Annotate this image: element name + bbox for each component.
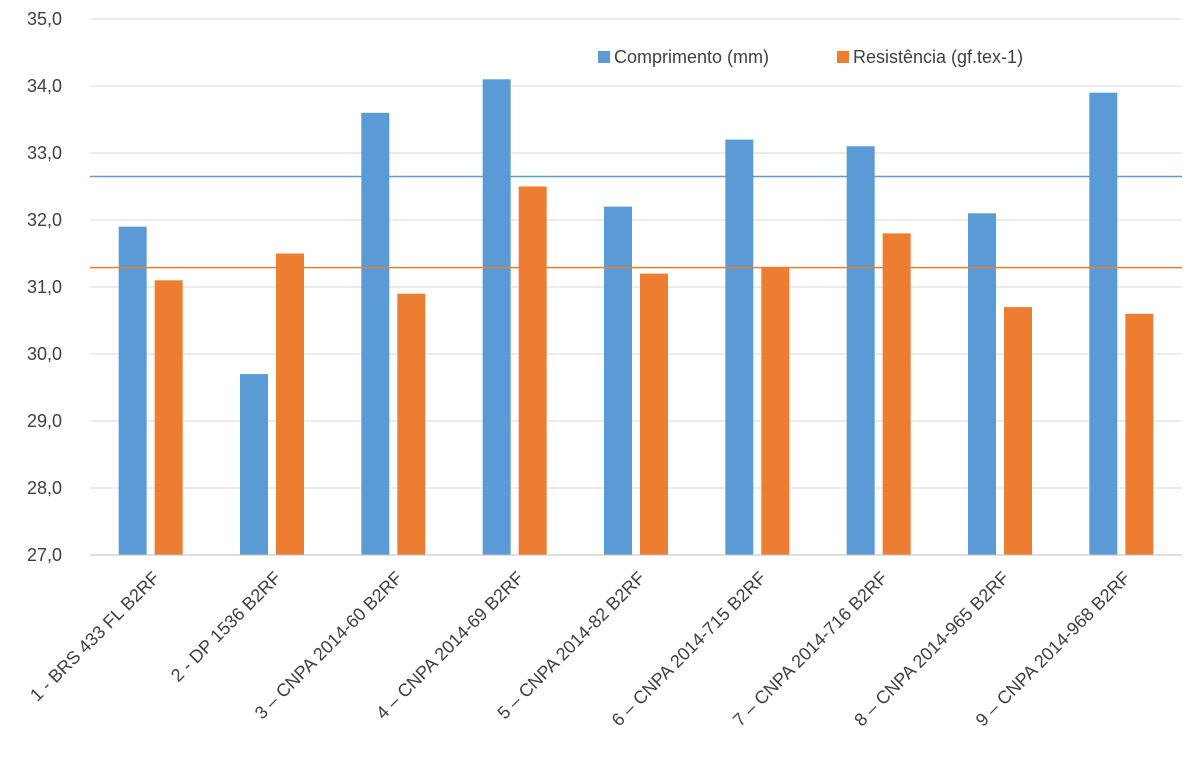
legend-label: Comprimento (mm) [614, 47, 769, 67]
mean-lines [90, 175, 1182, 269]
x-category-label: 1 - BRS 433 FL B2RF [26, 568, 163, 705]
legend-label: Resistência (gf.tex-1) [853, 47, 1023, 67]
x-category-label: 2 - DP 1536 B2RF [167, 568, 285, 686]
y-tick-label: 35,0 [27, 9, 62, 29]
bar-resistencia [640, 273, 668, 555]
bar-comprimento [482, 79, 511, 556]
bar-comprimento [1089, 92, 1118, 555]
y-tick-label: 33,0 [27, 143, 62, 163]
bar-resistencia [276, 253, 304, 555]
y-tick-label: 29,0 [27, 411, 62, 431]
bar-resistencia [1004, 307, 1032, 555]
bar-comprimento [604, 206, 632, 555]
bar-comprimento [725, 139, 754, 555]
y-tick-label: 34,0 [27, 76, 62, 96]
bar-comprimento [846, 146, 875, 556]
y-tick-label: 30,0 [27, 344, 62, 364]
bar-resistencia [882, 233, 911, 555]
bars [118, 79, 1154, 556]
bar-resistencia [518, 186, 547, 555]
y-tick-label: 32,0 [27, 210, 62, 230]
legend-swatch [598, 51, 610, 63]
bar-resistencia [1125, 313, 1154, 555]
legend: Comprimento (mm) Resistência (gf.tex-1) [598, 47, 1023, 67]
bar-comprimento [118, 226, 147, 555]
y-tick-label: 31,0 [27, 277, 62, 297]
bar-resistencia [397, 293, 426, 555]
y-tick-label: 28,0 [27, 478, 62, 498]
bar-comprimento [240, 374, 268, 555]
bar-resistencia [761, 266, 790, 555]
gridlines [90, 18, 1182, 556]
bar-comprimento [361, 112, 390, 556]
bar-comprimento [968, 213, 996, 556]
bar-resistencia [154, 280, 183, 555]
y-tick-label: 27,0 [27, 545, 62, 565]
legend-swatch [837, 51, 849, 63]
